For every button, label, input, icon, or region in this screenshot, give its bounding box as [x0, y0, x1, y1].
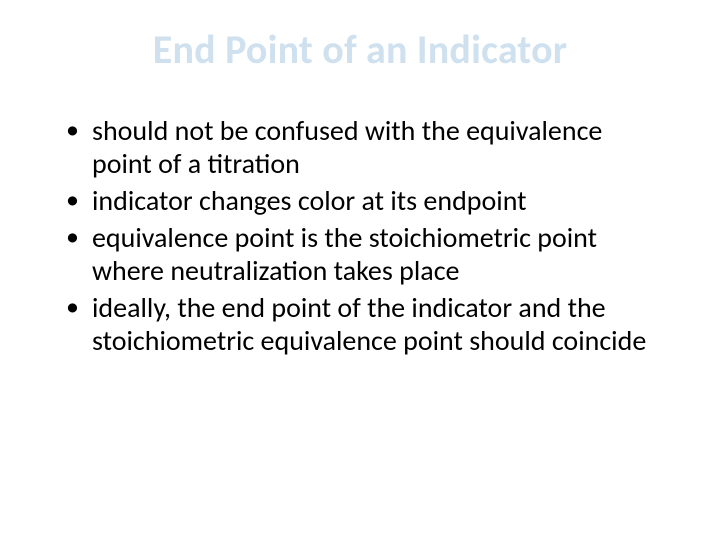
slide-title: End Point of an Indicator: [60, 28, 660, 72]
list-item: indicator changes color at its endpoint: [60, 184, 660, 217]
list-item: should not be confused with the equivale…: [60, 114, 660, 180]
list-item: equivalence point is the stoichiometric …: [60, 221, 660, 287]
bullet-list: should not be confused with the equivale…: [60, 114, 660, 357]
list-item: ideally, the end point of the indicator …: [60, 291, 660, 357]
slide: End Point of an Indicator should not be …: [0, 0, 720, 540]
